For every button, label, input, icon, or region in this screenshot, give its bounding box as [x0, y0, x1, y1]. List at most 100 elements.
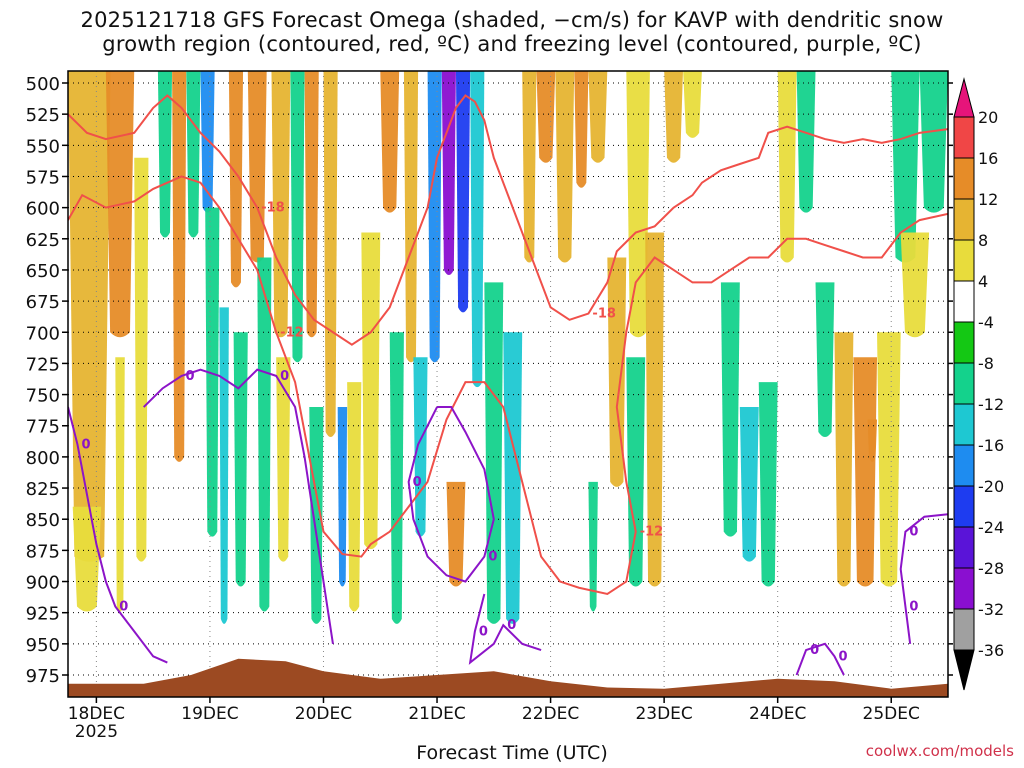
chart-subtitle: growth region (contoured, red, ºC) and f… [102, 32, 922, 56]
colorbar-label-10: -24 [978, 518, 1004, 537]
xtick-label-25DEC: 25DEC [863, 704, 920, 724]
colorbar-seg-11 [953, 567, 975, 610]
omega-band-40 [588, 481, 598, 612]
dgz-contour-label-0-0: -18 [261, 201, 285, 216]
omega-band-35 [522, 71, 537, 263]
omega-band-29 [441, 71, 456, 275]
ytick-label-750: 750 [26, 386, 60, 407]
freezing-contour-label-1-0: 0 [186, 369, 195, 384]
omega-band-37 [555, 71, 575, 263]
omega-band-9 [205, 207, 220, 537]
omega-shading [68, 71, 948, 624]
omega-band-5 [157, 71, 173, 238]
omega-band-28 [427, 71, 442, 363]
ytick-label-800: 800 [26, 448, 60, 469]
ytick-label-625: 625 [26, 230, 60, 251]
colorbar-label-7: -12 [978, 395, 1004, 414]
colorbar-seg-2 [953, 198, 975, 241]
colorbar-seg-12 [953, 608, 975, 651]
omega-band-12 [233, 332, 248, 587]
omega-band-18 [304, 71, 319, 338]
colorbar-label-9: -20 [978, 477, 1004, 496]
colorbar-label-2: 12 [978, 190, 998, 209]
omega-band-0 [68, 71, 111, 562]
omega-band-50 [777, 71, 797, 263]
freezing-contour-label-0-1: 0 [119, 599, 128, 614]
colorbar-label-13: -36 [978, 641, 1004, 660]
freezing-contour-label-3-0: 0 [479, 624, 488, 639]
xtick-label-23DEC: 23DEC [635, 704, 692, 724]
ytick-label-950: 950 [26, 635, 60, 656]
colorbar-seg-9 [953, 485, 975, 528]
credit-text: coolwx.com/models [865, 742, 1014, 760]
omega-band-15 [271, 71, 291, 338]
omega-band-45 [664, 71, 683, 163]
colorbar-seg-0 [953, 116, 975, 159]
colorbar-label-8: -16 [978, 436, 1004, 455]
omega-band-48 [739, 407, 759, 562]
ytick-label-825: 825 [26, 479, 60, 500]
chart-title: 2025121718 GFS Forecast Omega (shaded, −… [80, 8, 944, 32]
freezing-contour-label-1-1: 0 [280, 369, 289, 384]
colorbar-bottom-arrow [953, 649, 975, 691]
omega-band-4 [134, 157, 149, 562]
omega-band-30 [455, 71, 471, 313]
ytick-label-500: 500 [26, 74, 60, 95]
xtick-label-19DEC: 19DEC [181, 704, 238, 724]
omega-band-13 [247, 71, 267, 263]
omega-band-32 [484, 282, 504, 624]
omega-band-57 [891, 71, 920, 263]
omega-band-27 [413, 357, 428, 537]
omega-band-25 [389, 332, 404, 624]
ytick-label-900: 900 [26, 573, 60, 594]
x-axis-label: Forecast Time (UTC) [416, 742, 608, 764]
omega-band-47 [720, 282, 740, 537]
omega-band-31 [470, 71, 485, 388]
omega-band-11 [228, 71, 244, 288]
freezing-contour-label-5-1: 0 [909, 525, 918, 540]
omega-band-34 [446, 481, 466, 587]
ytick-label-975: 975 [26, 666, 60, 687]
xtick-label-18DEC: 18DEC [68, 704, 125, 724]
plot-frame [67, 70, 949, 698]
omega-band-8 [200, 71, 215, 213]
freezing-contour-0 [68, 406, 168, 664]
dgz-contour-1 [68, 175, 948, 596]
omega-band-7 [186, 71, 201, 238]
omega-band-26 [403, 71, 419, 363]
colorbar-label-0: 20 [978, 108, 998, 127]
omega-band-1 [72, 506, 102, 612]
terrain-fill [68, 658, 948, 697]
omega-band-39 [588, 71, 608, 163]
ytick-label-925: 925 [26, 604, 60, 625]
xtick-label-22DEC: 22DEC [522, 704, 579, 724]
omega-band-51 [796, 71, 816, 213]
omega-band-14 [257, 257, 272, 612]
colorbar-label-4: 4 [978, 272, 988, 291]
freezing-contour-label-2-0: 0 [413, 475, 422, 490]
freezing-contour-3 [468, 593, 542, 665]
omega-band-59 [900, 232, 930, 338]
colorbar-seg-4 [953, 280, 975, 323]
colorbar-top-arrow [953, 77, 975, 118]
omega-band-54 [853, 357, 878, 587]
omega-band-23 [361, 232, 381, 550]
colorbar-seg-8 [953, 444, 975, 487]
omega-band-55 [867, 419, 878, 462]
omega-band-10 [219, 307, 229, 624]
omega-band-6 [172, 71, 187, 462]
dgz-contour-label-1-1: -12 [640, 525, 664, 540]
freezing-contour-1 [142, 368, 334, 644]
freezing-contour-label-2-1: 0 [488, 550, 497, 565]
xtick-label-21DEC: 21DEC [408, 704, 465, 724]
omega-band-33 [503, 332, 523, 624]
omega-band-22 [347, 382, 362, 612]
omega-band-56 [877, 332, 901, 587]
xtick-sublabel-18DEC: 2025 [75, 722, 118, 742]
omega-band-16 [276, 357, 291, 562]
colorbar-label-3: 8 [978, 231, 988, 250]
freezing-contour-5 [899, 513, 948, 644]
freezing-contour-label-5-0: 0 [909, 599, 918, 614]
